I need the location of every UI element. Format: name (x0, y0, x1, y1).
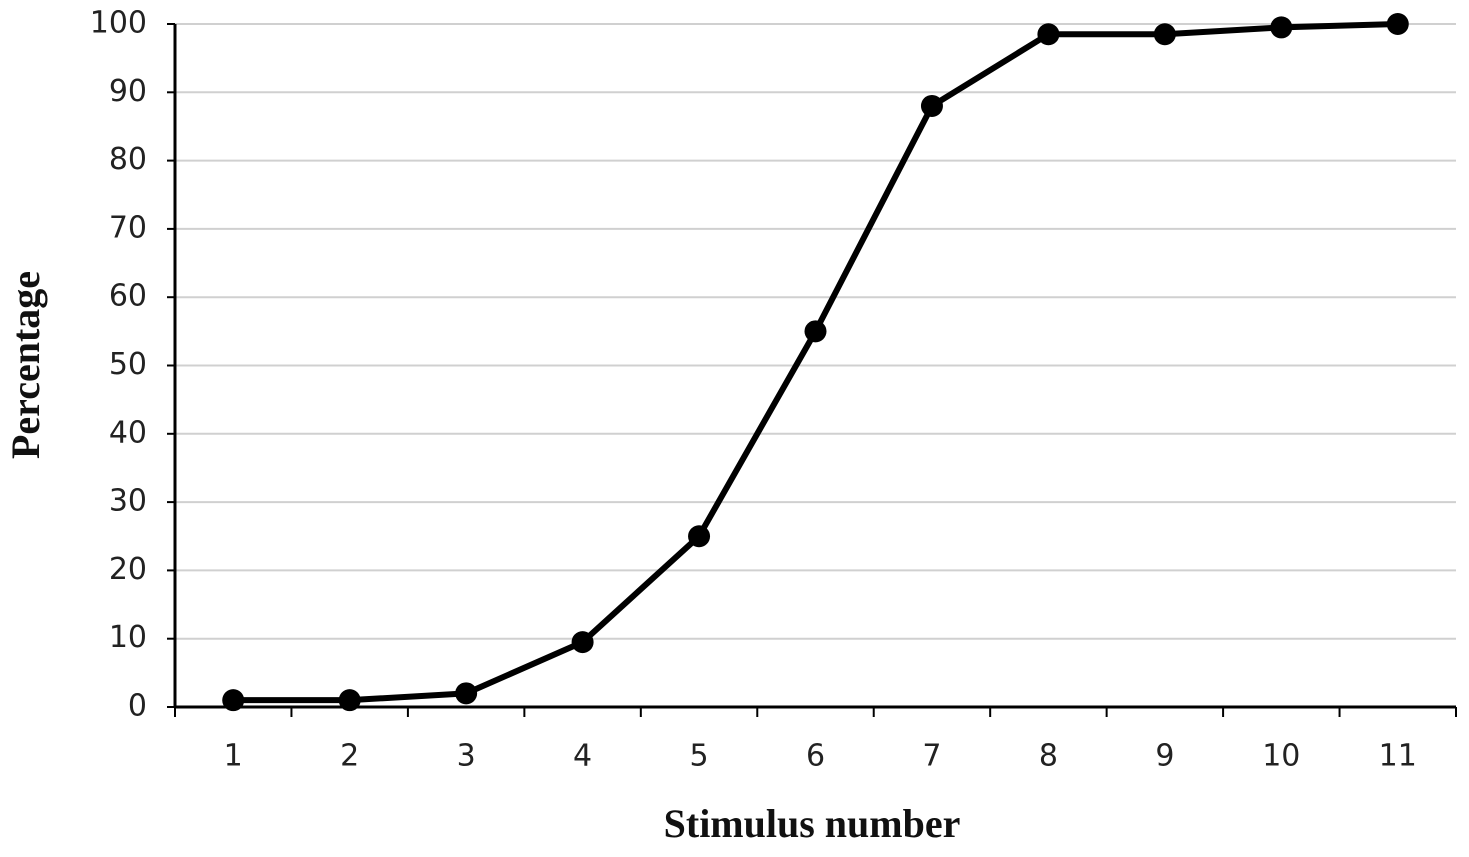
x-tick-label: 2 (340, 739, 359, 774)
x-tick-label: 5 (689, 739, 708, 774)
y-tick-label: 70 (109, 210, 147, 245)
x-tick-label: 1 (224, 739, 243, 774)
y-tick-label: 50 (109, 347, 147, 382)
y-tick-label: 90 (109, 74, 147, 109)
x-tick-label: 7 (922, 739, 941, 774)
y-tick-label: 0 (128, 689, 147, 724)
point (222, 689, 245, 712)
x-tick-label: 6 (806, 739, 825, 774)
x-tick-label: 8 (1039, 739, 1058, 774)
point (1153, 23, 1176, 46)
x-tick-label: 11 (1379, 739, 1417, 774)
x-axis-title: Stimulus number (664, 801, 961, 846)
y-tick-label: 20 (109, 552, 147, 587)
point (455, 682, 478, 705)
y-tick-label: 80 (109, 142, 147, 177)
point (1386, 13, 1409, 35)
y-tick-label: 40 (109, 415, 147, 450)
point (1270, 16, 1293, 39)
x-tick-label: 4 (573, 739, 592, 774)
y-tick-label: 30 (109, 484, 147, 519)
y-axis-title: Percentage (3, 271, 48, 459)
x-tick-label: 3 (457, 739, 476, 774)
y-tick-label: 60 (109, 279, 147, 314)
point (804, 320, 827, 343)
y-tick-label: 100 (90, 6, 147, 41)
point (1037, 23, 1060, 46)
point (920, 94, 943, 117)
y-tick-label: 10 (109, 620, 147, 655)
x-tick-label: 10 (1262, 739, 1300, 774)
point (338, 689, 361, 712)
point (571, 631, 594, 654)
line (233, 21, 1398, 704)
point (688, 525, 711, 548)
x-tick-label: 9 (1155, 739, 1174, 774)
